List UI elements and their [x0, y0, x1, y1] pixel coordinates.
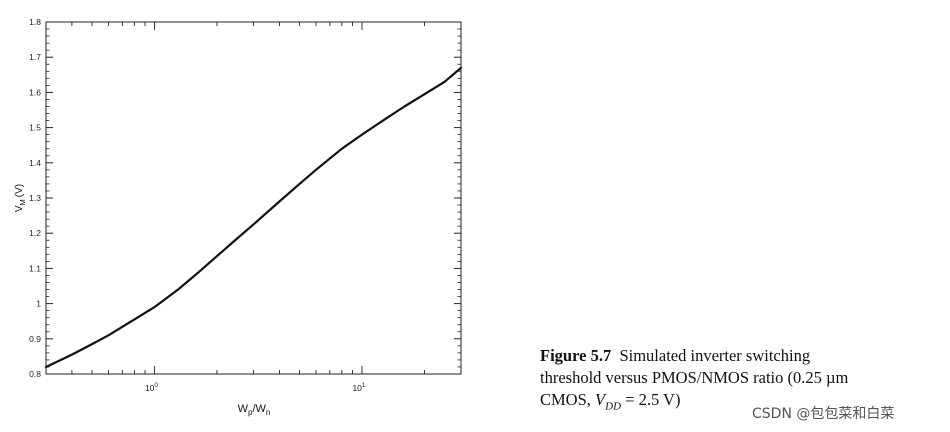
caption-line-1: Figure 5.7 Simulated inverter switching — [540, 345, 945, 367]
y-tick-label: 1.8 — [29, 17, 41, 27]
caption-text-3-start: CMOS, — [540, 390, 591, 409]
y-axis-label-unit: (V) — [14, 184, 25, 197]
y-tick-label: 1 — [36, 299, 41, 309]
x-axis-label-w1: W — [238, 403, 249, 415]
x-tick-label: 100 — [145, 382, 158, 393]
watermark: CSDN @包包菜和白菜 — [752, 406, 895, 422]
y-tick-label: 0.8 — [29, 369, 41, 379]
y-axis-label-sub: M — [18, 199, 27, 205]
y-tick-label: 1.7 — [29, 52, 41, 62]
caption-vdd-letter: V — [595, 390, 606, 409]
x-axis-label-w2: W — [256, 403, 267, 415]
y-tick-label: 1.3 — [29, 193, 41, 203]
x-axis-label-s2: n — [266, 408, 270, 417]
x-tick-label: 101 — [352, 382, 365, 393]
caption-line-3: CMOS, VDD = 2.5 V) — [540, 389, 945, 417]
y-tick-label: 1.4 — [29, 158, 41, 168]
y-axis-label: VM (V) — [14, 184, 27, 212]
caption-vdd-symbol: VDD — [595, 390, 622, 413]
y-tick-label: 1.5 — [29, 123, 41, 133]
series-line — [44, 66, 463, 369]
y-tick-label: 1.1 — [29, 263, 41, 273]
y-tick-label: 1.6 — [29, 87, 41, 97]
caption-figure-number: Figure 5.7 — [540, 346, 612, 365]
plot-frame — [45, 21, 462, 375]
caption-line-2: threshold versus PMOS/NMOS ratio (0.25 µ… — [540, 368, 849, 387]
y-tick-label: 0.9 — [29, 334, 41, 344]
caption-text-3-end: = 2.5 V) — [625, 390, 681, 409]
x-axis-label: Wp/Wn — [238, 403, 271, 417]
figure-caption: Figure 5.7 Simulated inverter switching … — [540, 345, 945, 417]
y-tick-label: 1.2 — [29, 228, 41, 238]
caption-text-1: Simulated inverter switching — [619, 346, 811, 365]
x-axis-ticks: 100 101 — [45, 22, 462, 393]
x-axis-label-s1: p — [248, 408, 253, 417]
y-axis-label-main: V — [14, 205, 25, 212]
figure-plot: 0.8 0.9 1 1.1 1.2 1.3 1.4 1.5 1.6 1.7 1.8 100 101 V… — [14, 17, 463, 417]
caption-vdd-sub: DD — [605, 400, 622, 413]
y-axis-ticks: 0.8 0.9 1 1.1 1.2 1.3 1.4 1.5 1.6 1.7 1.8 — [29, 17, 461, 379]
x-axis-label-slash: / — [252, 403, 256, 415]
